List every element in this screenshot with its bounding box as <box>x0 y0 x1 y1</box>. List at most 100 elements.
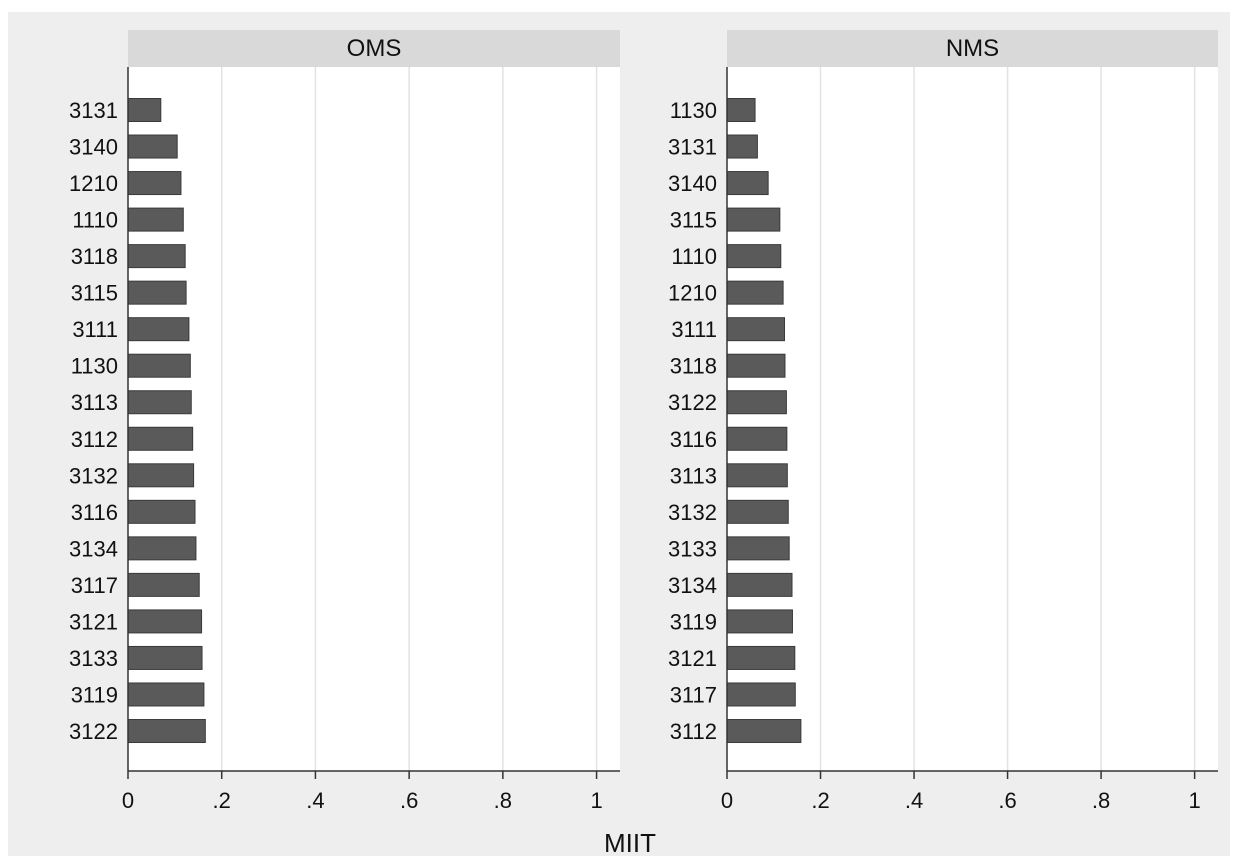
bar <box>726 353 786 378</box>
category-label: 1210 <box>668 281 717 306</box>
bar <box>127 171 182 196</box>
x-tick-label: .4 <box>306 788 324 813</box>
bar <box>127 353 191 378</box>
x-tick-label: 1 <box>590 788 602 813</box>
category-label: 3121 <box>69 609 118 634</box>
category-label: 3122 <box>668 390 717 415</box>
panel-strip <box>727 30 1218 67</box>
category-label: 3140 <box>668 171 717 196</box>
x-tick-label: .8 <box>494 788 512 813</box>
category-label: 3133 <box>668 536 717 561</box>
x-tick-label: .2 <box>811 788 829 813</box>
bar <box>127 244 186 269</box>
category-label: 1110 <box>671 244 717 269</box>
bars <box>726 98 802 744</box>
category-label: 3118 <box>670 354 717 379</box>
category-labels: 1130 3131 3140 3115 1110 1210 3111 3118 3122 3116… <box>668 98 717 744</box>
plot-area <box>128 67 620 771</box>
category-label: 1130 <box>71 354 118 379</box>
category-label: 3116 <box>71 500 118 525</box>
bar <box>127 682 205 707</box>
x-tick-label: .4 <box>905 788 923 813</box>
category-label: 3117 <box>670 682 717 707</box>
bar <box>726 244 782 269</box>
plot-area <box>727 67 1218 771</box>
bar <box>127 572 200 597</box>
gridlines <box>220 67 598 771</box>
bar <box>127 317 190 342</box>
bar <box>127 134 178 159</box>
category-label: 3113 <box>71 390 118 415</box>
bar <box>726 280 784 305</box>
category-label: 1210 <box>69 171 118 196</box>
bar <box>127 536 197 561</box>
bar <box>127 719 206 744</box>
x-tick-label: 1 <box>1188 788 1200 813</box>
bar <box>726 682 796 707</box>
category-label: 3140 <box>69 135 118 160</box>
bar <box>726 609 793 634</box>
category-label: 3112 <box>670 719 717 744</box>
panel-strip <box>128 30 620 67</box>
bar <box>726 171 769 196</box>
category-label: 3122 <box>69 719 118 744</box>
category-label: 3117 <box>71 573 118 598</box>
category-label: 1130 <box>670 98 717 123</box>
x-ticks: 0 .2 .4 .6 .8 1 <box>122 771 603 813</box>
bar <box>127 98 162 122</box>
gridlines <box>819 67 1196 771</box>
bar <box>127 207 184 232</box>
category-label: 3133 <box>69 646 118 671</box>
bar <box>726 317 786 342</box>
category-label: 3116 <box>670 427 717 452</box>
panel-title: NMS <box>946 35 999 62</box>
x-tick-label: 0 <box>721 788 733 813</box>
category-label: 3111 <box>671 317 717 342</box>
category-label: 3112 <box>71 427 118 452</box>
bar <box>726 719 802 744</box>
category-label: 3134 <box>69 536 118 561</box>
category-label: 3131 <box>69 98 118 123</box>
bar <box>726 134 758 159</box>
bar <box>127 499 196 524</box>
bar <box>726 572 793 597</box>
panel-title: OMS <box>347 35 402 62</box>
bar <box>726 207 781 232</box>
x-ticks: 0 .2 .4 .6 .8 1 <box>721 771 1201 813</box>
category-label: 3119 <box>670 609 717 634</box>
bar <box>726 645 796 670</box>
category-label: 3121 <box>668 646 717 671</box>
x-tick-label: .6 <box>998 788 1016 813</box>
bar <box>726 426 788 451</box>
panel-nms: NMS 1130 3131 3140 3115 1110 1210 3111 3118 3122… <box>668 30 1218 813</box>
category-label: 3115 <box>71 281 118 306</box>
category-label: 3113 <box>670 463 717 488</box>
category-label: 3111 <box>72 317 118 342</box>
category-label: 3115 <box>670 208 717 233</box>
bar <box>127 609 203 634</box>
bar <box>726 463 788 488</box>
category-label: 3132 <box>668 500 717 525</box>
x-tick-label: .2 <box>213 788 231 813</box>
bar <box>726 536 790 561</box>
category-label: 3131 <box>668 135 717 160</box>
x-tick-label: .8 <box>1092 788 1110 813</box>
panel-oms: OMS 3131 3140 1210 1110 3118 3115 3111 1130 3113… <box>69 30 620 813</box>
category-label: 3118 <box>71 244 118 269</box>
bar <box>726 499 789 524</box>
bars <box>127 98 206 744</box>
bar <box>127 280 187 305</box>
bar <box>726 390 787 415</box>
x-tick-label: 0 <box>122 788 134 813</box>
category-label: 3134 <box>668 573 717 598</box>
bar <box>127 463 195 488</box>
category-labels: 3131 3140 1210 1110 3118 3115 3111 1130 3113 3112… <box>69 98 118 744</box>
bar <box>127 645 203 670</box>
category-label: 1110 <box>72 208 118 233</box>
bar <box>127 426 194 451</box>
category-label: 3119 <box>71 682 118 707</box>
x-tick-label: .6 <box>400 788 418 813</box>
x-axis-title: MIIT <box>604 828 656 856</box>
